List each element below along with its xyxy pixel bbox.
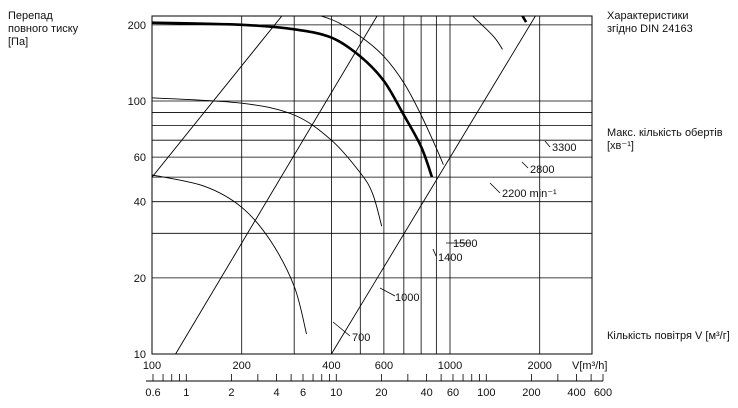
y-tick-label: 100 (128, 96, 146, 108)
secondary-tick-label: 4 (274, 387, 280, 399)
secondary-tick-label: 2 (228, 387, 234, 399)
secondary-tick-label: 600 (594, 387, 612, 399)
secondary-tick-label: 6 (300, 387, 306, 399)
secondary-tick-label: 0.6 (145, 387, 160, 399)
y-tick-label: 200 (128, 20, 146, 32)
plot-frame (151, 15, 593, 355)
chart-labels: 700 1000 1400 1500 2200 min⁻¹ 2800 3300 10 20 40 6… (128, 20, 608, 372)
system-line (152, 16, 283, 178)
airflow-label: Кількість повітря V [м³/г] (607, 330, 730, 343)
secondary-tick-label: 40 (420, 387, 432, 399)
leader-line (332, 321, 351, 337)
y-tick-label: 20 (134, 273, 146, 285)
fan-curve-2200 (472, 16, 503, 50)
x-tick-label: 200 (233, 360, 251, 372)
fan-curve-2800 (520, 16, 528, 23)
leader-line (489, 182, 501, 194)
y-tick-label: 10 (134, 349, 146, 361)
curve-label: 1000 (395, 292, 419, 304)
x-tick-label: 1000 (438, 360, 462, 372)
max-speed-header-line-2: [хв⁻¹] (607, 140, 634, 152)
leader-line (379, 287, 396, 297)
x-tick-label: 100 (143, 360, 161, 372)
secondary-tick-label: 400 (567, 387, 585, 399)
y-tick-label: 60 (134, 152, 146, 164)
fan-curve-1000 (152, 97, 383, 227)
max-speed-header-line-1: Макс. кількість обертів (607, 127, 723, 139)
characteristics-header-line-2: згідно DIN 24163 (607, 23, 693, 35)
fan-curve-1400 (152, 21, 434, 178)
curve-label: 2800 (530, 164, 554, 176)
curve-label: 1400 (438, 252, 462, 264)
grid-major (151, 15, 593, 355)
x-unit-label: V[m³/h] (572, 360, 607, 372)
system-line (331, 16, 536, 354)
fan-curve-1500 (319, 16, 444, 165)
secondary-tick-label: 100 (477, 387, 495, 399)
system-lines (152, 16, 536, 354)
x-tick-label: 2000 (527, 360, 551, 372)
secondary-tick-label: 10 (330, 387, 342, 399)
x-tick-label: 400 (322, 360, 340, 372)
curve-label: 700 (352, 332, 370, 344)
y-axis-title-line-3: [Па] (8, 36, 29, 48)
leader-line (544, 140, 551, 148)
y-tick-label: 40 (134, 197, 146, 209)
y-axis-title: Перепад повного тиску [Па] (8, 10, 78, 49)
system-line (175, 16, 378, 354)
secondary-axis: 0.6 1 2 4 6 10 20 40 60 100 200 400 600 (145, 374, 612, 399)
grid-minor (152, 16, 592, 354)
leader-line (432, 248, 437, 257)
secondary-tick-label: 20 (375, 387, 387, 399)
curve-label: 3300 (552, 142, 576, 154)
y-axis-title-line-2: повного тиску (8, 23, 79, 35)
secondary-tick-label: 60 (447, 387, 459, 399)
max-speed-header: Макс. кількість обертів [хв⁻¹] (607, 127, 723, 153)
characteristics-header-line-1: Характеристики (607, 10, 689, 22)
secondary-tick-label: 1 (183, 387, 189, 399)
airflow-label-text: Кількість повітря V [м³/г] (607, 330, 730, 342)
secondary-tick-label: 200 (522, 387, 540, 399)
x-tick-label: 600 (375, 360, 393, 372)
leader-line (521, 161, 529, 169)
y-axis-title-line-1: Перепад (8, 10, 53, 22)
curve-label: 1500 (453, 238, 477, 250)
curve-label: 2200 min⁻¹ (502, 188, 557, 200)
fan-curves (152, 16, 528, 335)
fan-curve-700 (152, 174, 307, 335)
characteristics-header: Характеристики згідно DIN 24163 (607, 10, 693, 36)
